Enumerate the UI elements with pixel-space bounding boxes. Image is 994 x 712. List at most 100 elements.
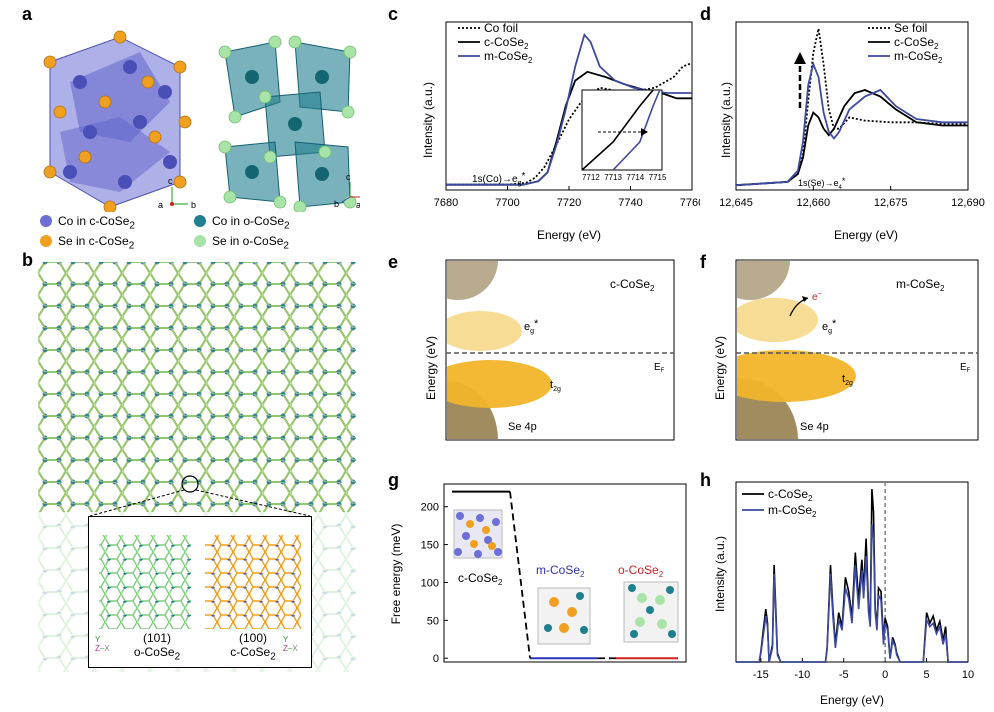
legend-label-d-2: m-CoSe2	[894, 49, 943, 65]
svg-text:Free energy (meV): Free energy (meV)	[389, 524, 403, 625]
series-c-0	[446, 62, 693, 186]
m-se-atom	[549, 597, 559, 607]
annotation-d: 1s(Se)→e4*	[798, 176, 846, 191]
panel-label-e: e	[388, 252, 399, 272]
ylabel-e: Energy (eV)	[424, 336, 438, 400]
series-d-1	[735, 89, 968, 187]
svg-text:b: b	[191, 200, 196, 210]
m-se-atom	[567, 607, 577, 617]
c-se-atom	[482, 526, 490, 534]
legend-label-d-0: Se foil	[894, 21, 927, 35]
ytick-label-g: 200	[421, 502, 439, 514]
xtick-label-d: 12,645	[719, 197, 753, 209]
legend-se-c: Se in c-CoSe2	[40, 234, 134, 251]
inset-tick-c: 7715	[649, 173, 667, 182]
legend-co-o: Co in o-CoSe2	[194, 214, 290, 231]
o-cose2-structure	[218, 35, 357, 212]
legend-co-c: Co in c-CoSe2	[40, 214, 135, 231]
m-co-atom	[580, 626, 588, 634]
c-co-atom	[474, 550, 482, 558]
ylabel-d: Intensity (a.u.)	[719, 82, 733, 158]
legend-se-o: Se in o-CoSe2	[194, 234, 289, 251]
frame-f	[735, 259, 979, 441]
xtick-label-c: 7680	[434, 197, 458, 209]
eg-band-f	[737, 298, 818, 342]
xlabel-c: Energy (eV)	[537, 228, 601, 242]
ef-label-e: EF	[654, 362, 665, 374]
xtick-label-h: 10	[962, 669, 974, 681]
c-co-atom	[462, 532, 470, 540]
c-co-atom	[454, 548, 462, 556]
c-se-atom	[466, 520, 474, 528]
t2g-band-f	[737, 350, 856, 402]
panel-label-f: f	[700, 252, 706, 272]
t2g-label-f: t2g	[842, 373, 853, 387]
xtick-label-c: 7760	[680, 197, 700, 209]
c-se-atom	[488, 542, 496, 550]
title-e: c-CoSe2	[610, 277, 655, 293]
c-co-atom	[484, 536, 492, 544]
ylabel-f: Energy (eV)	[713, 336, 727, 400]
xlabel-d: Energy (eV)	[834, 228, 898, 242]
xtick-label-c: 7700	[495, 197, 519, 209]
intensity-increase-arrowhead	[794, 52, 806, 64]
ylabel-h: Intensity (a.u.)	[713, 536, 727, 612]
m-co-atom	[576, 592, 584, 600]
svg-text:c: c	[168, 176, 173, 186]
xtick-label-h: -5	[839, 669, 849, 681]
o-co-atom	[646, 606, 654, 614]
panel-label-d: d	[700, 4, 711, 24]
chart-f-band-diagram: Energy (eV) e− m-CoSe2 eg* t2g EF Se 4p	[713, 259, 979, 441]
o-co-atom	[668, 630, 676, 638]
eg-band	[447, 311, 522, 351]
panel-label-g: g	[388, 470, 399, 490]
se-c-marker	[40, 235, 52, 247]
chart-h-dos: Intensity (a.u.) Energy (eV) -15 -10 -5 0 5 1…	[713, 481, 974, 707]
inset-series-c-1	[612, 89, 661, 171]
inset-shift-arrowhead	[641, 128, 648, 136]
xtick-label-h: 0	[882, 669, 888, 681]
o-co-atom	[630, 630, 638, 638]
svg-text:b: b	[334, 199, 339, 209]
co-o-marker	[194, 215, 206, 227]
panel-label-c: c	[388, 4, 399, 24]
xtick-label-c: 7740	[618, 197, 642, 209]
electron-label: e−	[812, 291, 822, 303]
m-se-atom	[559, 623, 569, 633]
o-co-atom	[666, 586, 674, 594]
panel-label-a: a	[22, 4, 33, 24]
series-d-2	[735, 61, 968, 187]
se4p-upper-band-f	[737, 261, 790, 300]
o-se-atom	[635, 617, 645, 627]
xtick-label-d: 12,690	[951, 197, 985, 209]
xtick-label-h: -15	[753, 669, 769, 681]
ytick-label-g: 0	[433, 653, 439, 665]
inset-series-c-0	[581, 89, 654, 171]
connector-0	[509, 491, 531, 659]
panel-label-h: h	[700, 470, 711, 490]
legend-label-h-0: c-CoSe2	[768, 487, 813, 503]
svg-text:Energy (eV): Energy (eV)	[713, 336, 727, 400]
legend-label-h-1: m-CoSe2	[768, 503, 817, 519]
c-cose2-structure	[43, 30, 192, 212]
o-se-atom	[637, 593, 647, 603]
xtick-label-d: 12,660	[797, 197, 831, 209]
svg-text:a: a	[158, 200, 163, 210]
level-label-1: m-CoSe2	[536, 563, 585, 579]
c-co-atom	[494, 548, 502, 556]
svg-text:Intensity (a.u.): Intensity (a.u.)	[719, 82, 733, 158]
chart-c-xanes-co: Intensity (a.u.) Energy (eV) 7680 7700 772…	[421, 21, 700, 242]
xtick-label-c: 7720	[557, 197, 581, 209]
legend-label-d-1: c-CoSe2	[894, 35, 939, 51]
c-co-atom	[476, 514, 484, 522]
ytick-label-g: 50	[427, 615, 439, 627]
crystal-structures-illustration: c a b c b a	[43, 30, 360, 212]
xtick-label-d: 12,675	[874, 197, 908, 209]
inset-tick-c: 7713	[604, 173, 622, 182]
chart-g-free-energy: Free energy (meV) 0 50 100 150 200 c-CoSe2 m-C…	[389, 483, 687, 665]
structure-sketches-g	[453, 509, 679, 645]
title-f: m-CoSe2	[896, 277, 945, 293]
svg-text:a: a	[356, 200, 360, 210]
frame-g	[443, 483, 687, 663]
o-co-atom	[628, 584, 636, 592]
